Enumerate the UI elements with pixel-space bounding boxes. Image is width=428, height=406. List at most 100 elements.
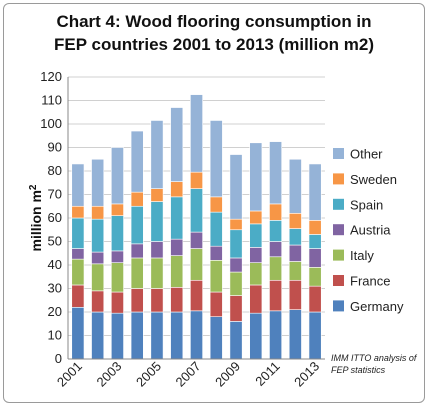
legend-swatch-germany	[333, 300, 344, 312]
bar-segment-sweden-2011	[269, 203, 283, 221]
bar-segment-other-2001	[71, 163, 85, 207]
x-tick-label: 2005	[133, 359, 164, 390]
y-tick-label: 110	[41, 93, 62, 108]
bar-segment-other-2007	[190, 94, 203, 173]
bar-segment-germany-2006	[170, 311, 184, 360]
bar-segment-italy-2002	[91, 263, 105, 292]
bar-segment-germany-2004	[130, 311, 144, 360]
bar-segment-other-2012	[288, 158, 302, 214]
bar-segment-sweden-2001	[71, 205, 85, 219]
y-tick-label: 0	[55, 351, 62, 366]
bar-segment-germany-2012	[288, 309, 302, 360]
bar-segment-france-2011	[269, 279, 283, 312]
bar-segment-sweden-2005	[150, 188, 164, 202]
bar-segment-other-2006	[170, 107, 184, 182]
legend-swatch-other	[333, 148, 344, 159]
y-tick-label: 60	[48, 210, 62, 225]
bar-segment-germany-2009	[229, 321, 243, 360]
bar-segment-germany-2011	[269, 310, 283, 360]
y-tick-label: 50	[48, 234, 62, 249]
bar-segment-austria-2006	[170, 238, 184, 256]
y-tick-label: 30	[48, 281, 62, 296]
x-tick-label: 2013	[291, 359, 322, 390]
bar-segment-sweden-2004	[130, 191, 144, 207]
bar-segment-austria-2003	[110, 250, 124, 263]
bar-segment-germany-2005	[150, 311, 164, 360]
bar-segment-italy-2005	[150, 257, 164, 289]
bar-segment-austria-2010	[249, 247, 263, 263]
bar-segment-italy-2013	[308, 267, 322, 287]
bar-segment-france-2002	[91, 290, 105, 313]
chart-title-line-1: Chart 4: Wood flooring consumption in	[56, 12, 372, 31]
bar-segment-france-2007	[190, 279, 203, 312]
bar-segment-other-2003	[110, 147, 124, 205]
bar-segment-spain-2008	[209, 211, 223, 247]
bar-segment-spain-2006	[170, 196, 184, 240]
bar-segment-austria-2002	[91, 251, 105, 265]
y-tick-label: 70	[48, 187, 62, 202]
y-tick-label: 120	[40, 69, 62, 84]
bar-segment-germany-2001	[71, 306, 85, 360]
bar-segment-italy-2011	[269, 256, 283, 281]
bar-segment-spain-2002	[91, 218, 105, 253]
legend-swatch-italy	[333, 249, 344, 261]
x-tick-label: 2007	[173, 359, 204, 390]
bar-segment-austria-2007	[190, 231, 203, 249]
bar-segment-austria-2001	[71, 248, 85, 260]
bars	[71, 94, 322, 360]
bar-segment-austria-2009	[229, 257, 243, 273]
legend-swatch-spain	[333, 198, 344, 210]
bar-segment-sweden-2012	[288, 213, 302, 229]
y-tick-label: 10	[48, 328, 62, 343]
bar-segment-sweden-2013	[308, 220, 322, 235]
legend-label-italy: Italy	[350, 248, 374, 263]
bar-segment-spain-2005	[150, 201, 164, 242]
bar-segment-italy-2012	[288, 261, 302, 281]
x-axis-ticks: 2001 2003 2005 2007 2009 2011 2013	[54, 359, 322, 390]
bar-segment-other-2009	[229, 154, 243, 220]
y-axis-ticks: 0 10 20 30 40 50 60 70 80 90 100 110 120	[40, 69, 62, 366]
bar-segment-other-2005	[150, 120, 164, 189]
bar-segment-austria-2013	[308, 248, 322, 268]
bar-segment-germany-2008	[209, 316, 223, 360]
bar-segment-france-2001	[71, 284, 85, 308]
bar-segment-sweden-2008	[209, 196, 223, 213]
chart-title-line-2: FEP countries 2001 to 2013 (million m2)	[54, 35, 374, 54]
bar-segment-sweden-2006	[170, 181, 184, 198]
bar-segment-austria-2008	[209, 245, 223, 261]
bar-segment-sweden-2007	[190, 171, 203, 189]
legend-swatch-sweden	[333, 173, 344, 185]
bar-segment-germany-2002	[91, 311, 105, 360]
bar-segment-spain-2003	[110, 215, 124, 252]
bar-segment-other-2013	[308, 163, 322, 221]
bar-segment-other-2010	[249, 142, 263, 212]
x-tick-label: 2003	[93, 359, 124, 390]
bar-segment-italy-2009	[229, 271, 243, 296]
bar-segment-austria-2004	[130, 243, 144, 259]
y-tick-label: 90	[48, 140, 62, 155]
bar-segment-spain-2010	[249, 223, 263, 248]
bar-segment-other-2004	[130, 130, 144, 193]
y-tick-label: 20	[48, 304, 62, 319]
y-tick-label: 40	[48, 257, 62, 272]
legend: Other Sweden Spain Austria Italy France German…	[333, 147, 404, 314]
bar-segment-spain-2012	[288, 228, 302, 246]
bar-segment-spain-2011	[269, 220, 283, 242]
legend-label-sweden: Sweden	[350, 172, 397, 187]
legend-label-other: Other	[350, 147, 383, 162]
bar-segment-spain-2009	[229, 229, 243, 259]
bar-segment-other-2011	[269, 141, 283, 205]
bar-segment-sweden-2003	[110, 203, 124, 216]
bar-segment-sweden-2009	[229, 218, 243, 231]
axes	[67, 77, 325, 360]
bar-segment-other-2002	[91, 158, 105, 207]
bar-segment-germany-2010	[249, 312, 263, 360]
bar-segment-italy-2006	[170, 255, 184, 288]
bar-segment-italy-2003	[110, 262, 124, 293]
bar-segment-italy-2008	[209, 259, 223, 293]
bar-segment-france-2003	[110, 291, 124, 314]
bar-segment-germany-2003	[110, 312, 124, 360]
legend-label-austria: Austria	[350, 223, 391, 238]
y-tick-label: 100	[40, 116, 62, 131]
